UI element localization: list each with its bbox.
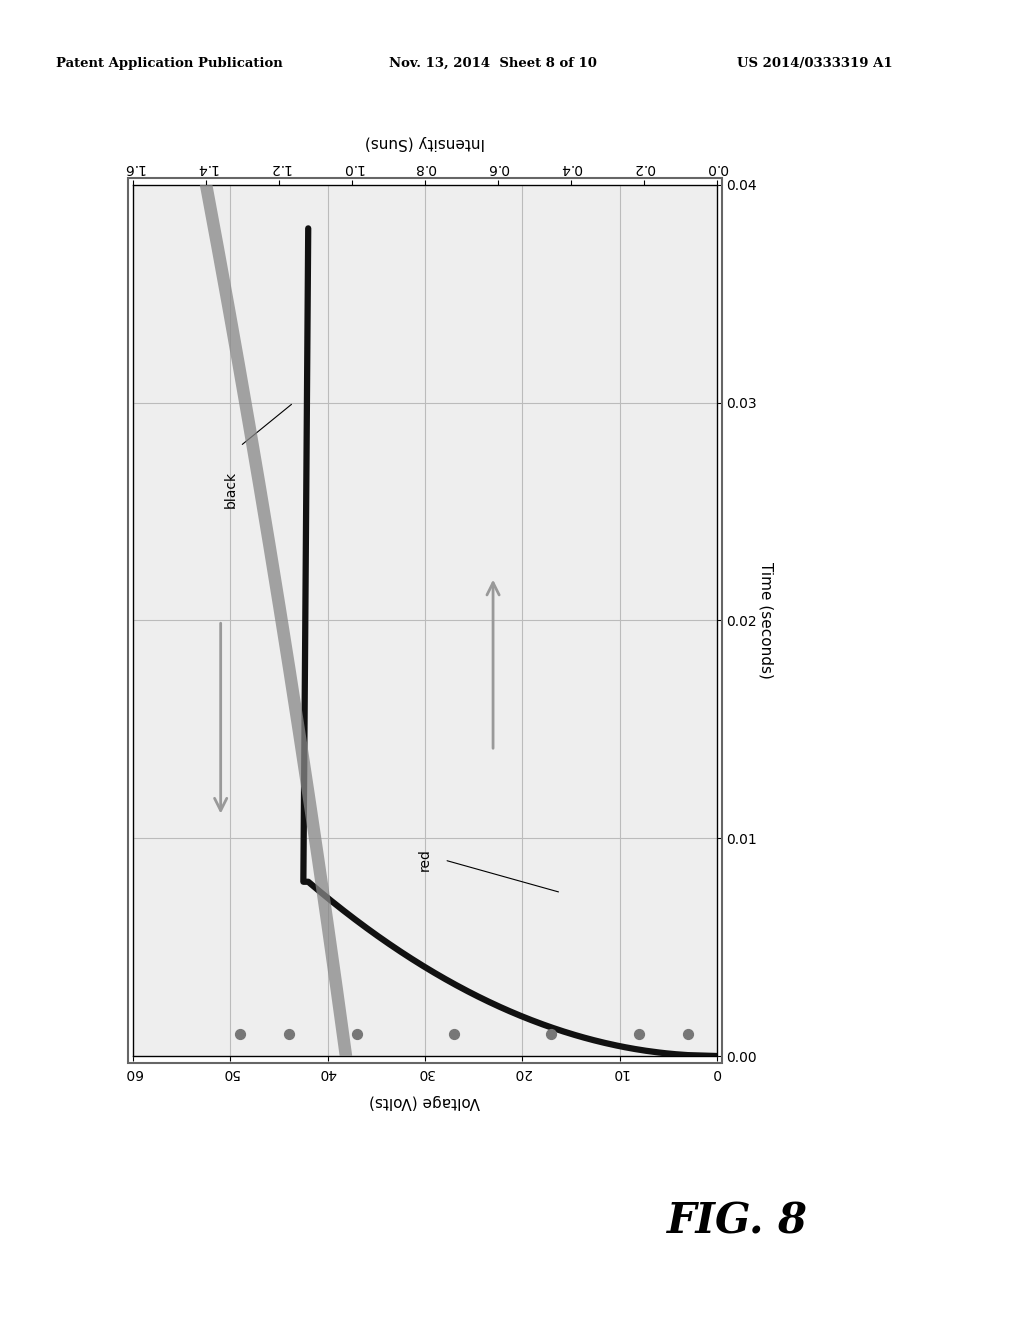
Text: FIG. 8: FIG. 8	[667, 1200, 808, 1242]
Text: US 2014/0333319 A1: US 2014/0333319 A1	[737, 57, 893, 70]
X-axis label: Voltage (Volts): Voltage (Volts)	[370, 1093, 480, 1109]
Text: Nov. 13, 2014  Sheet 8 of 10: Nov. 13, 2014 Sheet 8 of 10	[389, 57, 597, 70]
Point	[231, 1024, 248, 1045]
Point	[680, 1024, 696, 1045]
Point	[631, 1024, 647, 1045]
X-axis label: Intensity (Suns): Intensity (Suns)	[365, 135, 485, 150]
Point	[281, 1024, 297, 1045]
Point	[543, 1024, 559, 1045]
Point	[445, 1024, 462, 1045]
Text: black: black	[223, 471, 238, 508]
Y-axis label: Time (seconds): Time (seconds)	[759, 562, 774, 678]
Point	[348, 1024, 365, 1045]
Text: red: red	[418, 849, 432, 871]
Text: Patent Application Publication: Patent Application Publication	[56, 57, 283, 70]
